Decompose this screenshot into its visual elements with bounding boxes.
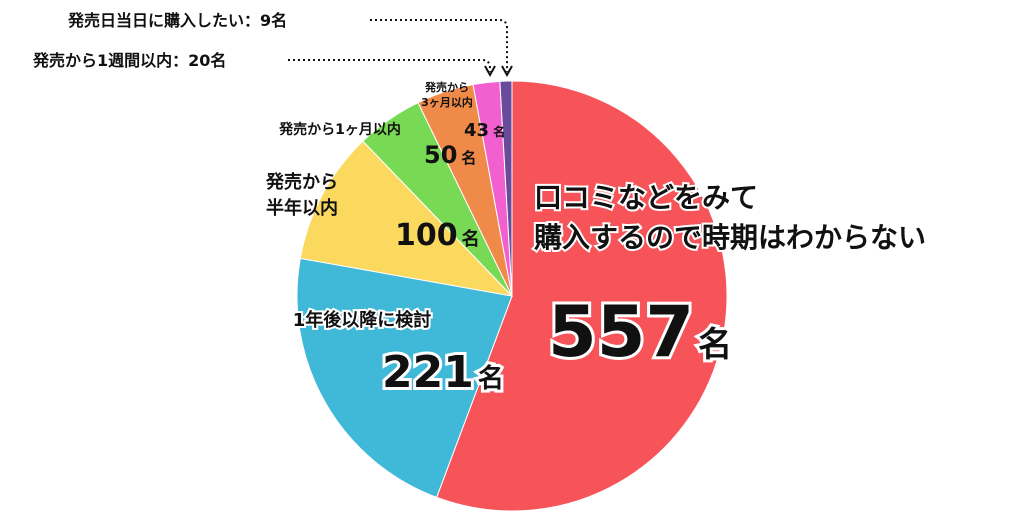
slice-label-2: 発売から半年以内 bbox=[265, 171, 338, 219]
slice-value-0: 557 名 bbox=[548, 291, 732, 373]
slice-label-1: 1年後以降に検討 bbox=[293, 309, 432, 331]
pie-slice-2 bbox=[299, 140, 514, 297]
callout-leader-1 bbox=[288, 59, 491, 72]
slice-value-4: 43 名 bbox=[464, 120, 505, 141]
pie-labels: 口コミなどをみて購入するので時期はわからない 557 名 1年後以降に検討 221 名 発売… bbox=[265, 80, 928, 401]
pie-slice-1 bbox=[296, 257, 513, 499]
callout-label-0: 発売日当日に購入したい：9名 bbox=[67, 11, 287, 30]
pie-slice-0 bbox=[435, 80, 728, 512]
slice-label-3: 発売から1ヶ月以内 bbox=[278, 121, 401, 138]
callout-leader-0 bbox=[370, 19, 508, 72]
callout-arrow-1 bbox=[484, 65, 496, 78]
slice-value-1: 221 名 bbox=[382, 347, 504, 398]
slice-label-0: 口コミなどをみて購入するので時期はわからない bbox=[534, 181, 926, 254]
pie-slices bbox=[296, 80, 728, 512]
callout-arrow-0 bbox=[501, 65, 513, 78]
callout-label-1: 発売から1週間以内：20名 bbox=[32, 51, 226, 70]
slice-value-3: 50 名 bbox=[424, 141, 476, 169]
slice-label-4: 発売から 3ヶ月以内 bbox=[421, 80, 473, 109]
pie-slice-6 bbox=[499, 80, 513, 297]
slice-value-2: 100 名 bbox=[395, 218, 480, 253]
